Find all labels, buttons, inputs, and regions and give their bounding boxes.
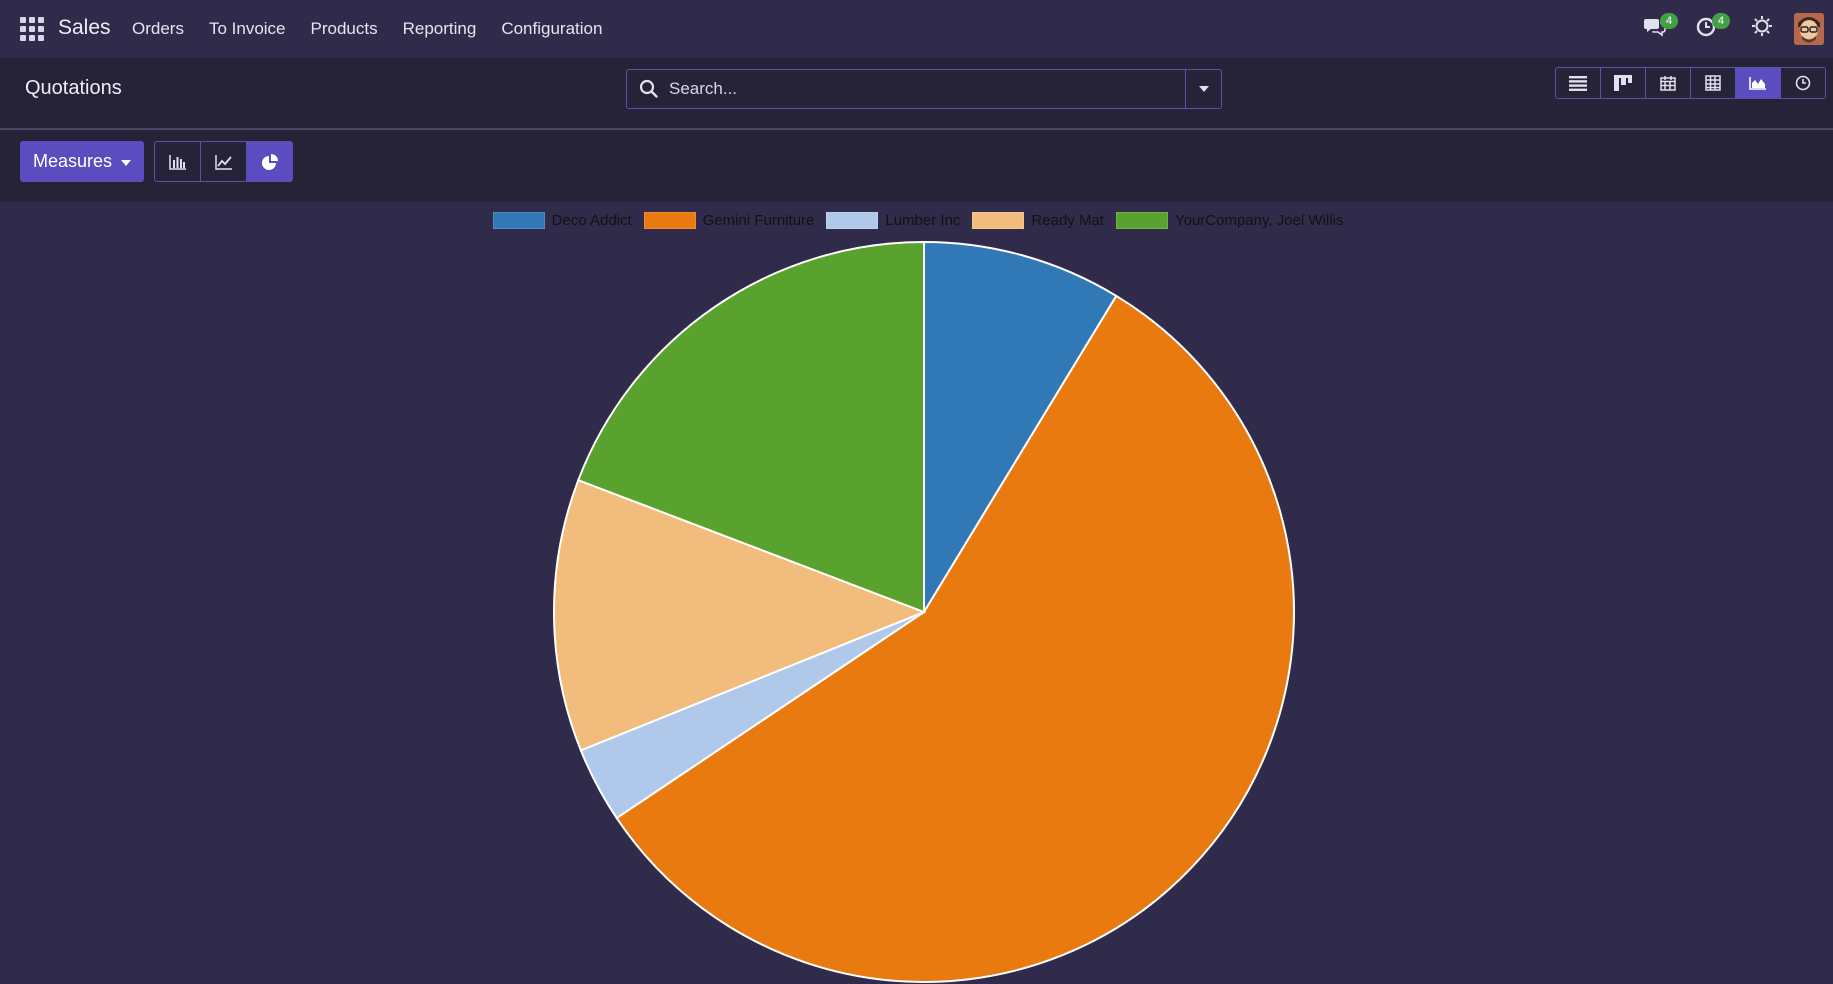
kanban-icon (1614, 75, 1632, 91)
view-kanban-button[interactable] (1600, 67, 1646, 99)
legend-label: Gemini Furniture (702, 212, 815, 229)
search-icon (639, 79, 658, 98)
legend-item[interactable]: Gemini Furniture (643, 212, 815, 229)
list-icon (1569, 76, 1587, 91)
apps-menu-icon[interactable] (20, 17, 44, 41)
pivot-table-icon (1705, 75, 1721, 91)
legend-swatch (492, 212, 545, 229)
legend-item[interactable]: YourCompany, Joel Willis (1115, 212, 1344, 229)
bar-chart-icon (168, 154, 186, 170)
pie-chart (553, 240, 1295, 983)
line-chart-icon (214, 154, 232, 170)
legend-item[interactable]: Ready Mat (972, 212, 1104, 229)
pie-slice-yourcompany-joel-willis[interactable] (577, 240, 925, 614)
clock-icon (1795, 75, 1811, 91)
search-bar (626, 69, 1222, 109)
search-options-toggle[interactable] (1185, 70, 1221, 108)
calendar-icon (1660, 76, 1676, 91)
view-calendar-button[interactable] (1645, 67, 1691, 99)
menu-to-invoice[interactable]: To Invoice (208, 19, 286, 38)
view-activity-button[interactable] (1780, 67, 1826, 99)
line-chart-mode-button[interactable] (200, 141, 247, 182)
app-brand[interactable]: Sales (58, 16, 111, 39)
view-pivot-button[interactable] (1690, 67, 1736, 99)
view-graph-button[interactable] (1735, 67, 1781, 99)
legend-swatch (826, 212, 879, 229)
messages-button[interactable]: 4 (1643, 13, 1678, 43)
chart-area: Deco Addict Gemini Furniture Lumber Inc Rea… (0, 202, 1833, 984)
menu-configuration[interactable]: Configuration (501, 19, 603, 38)
legend-label: YourCompany, Joel Willis (1174, 212, 1344, 229)
activities-badge: 4 (1712, 13, 1730, 29)
pie-slice-ready-mat[interactable] (553, 478, 927, 752)
area-chart-icon (1749, 77, 1766, 90)
gear-icon (1752, 16, 1772, 36)
pie-chart-icon (261, 153, 278, 170)
main-menu: Orders To Invoice Products Reporting Con… (132, 19, 627, 39)
measures-dropdown-button[interactable]: Measures (20, 141, 144, 182)
graph-toolbar: Measures (0, 130, 1833, 202)
menu-reporting[interactable]: Reporting (402, 19, 477, 38)
debug-settings-button[interactable] (1750, 14, 1774, 43)
activities-button[interactable]: 4 (1695, 13, 1730, 43)
legend-swatch (972, 212, 1025, 229)
control-panel: Quotations (0, 58, 1833, 130)
legend-swatch (1115, 212, 1168, 229)
pie-slice-gemini-furniture[interactable] (615, 294, 1295, 983)
legend-swatch (643, 212, 696, 229)
messages-badge: 4 (1660, 13, 1678, 29)
page-title: Quotations (25, 77, 122, 99)
pie-chart-mode-button[interactable] (246, 141, 293, 182)
search-input[interactable] (669, 70, 1189, 108)
graph-mode-switcher (154, 141, 293, 182)
chart-legend: Deco Addict Gemini Furniture Lumber Inc Rea… (0, 212, 1833, 229)
menu-orders[interactable]: Orders (132, 19, 184, 38)
view-list-button[interactable] (1555, 67, 1601, 99)
legend-label: Deco Addict (551, 212, 632, 229)
legend-label: Ready Mat (1031, 212, 1104, 229)
pie-slice-deco-addict[interactable] (923, 240, 1118, 616)
view-switcher (1555, 67, 1826, 99)
measures-label: Measures (33, 151, 113, 171)
legend-label: Lumber Inc (885, 212, 961, 229)
legend-item[interactable]: Deco Addict (492, 212, 632, 229)
legend-item[interactable]: Lumber Inc (826, 212, 960, 229)
caret-down-icon (121, 159, 132, 166)
caret-down-icon (1198, 86, 1209, 92)
menu-products[interactable]: Products (310, 19, 378, 38)
top-navbar: Sales Orders To Invoice Products Reporti… (0, 0, 1833, 58)
user-avatar[interactable] (1794, 13, 1824, 45)
bar-chart-mode-button[interactable] (154, 141, 201, 182)
